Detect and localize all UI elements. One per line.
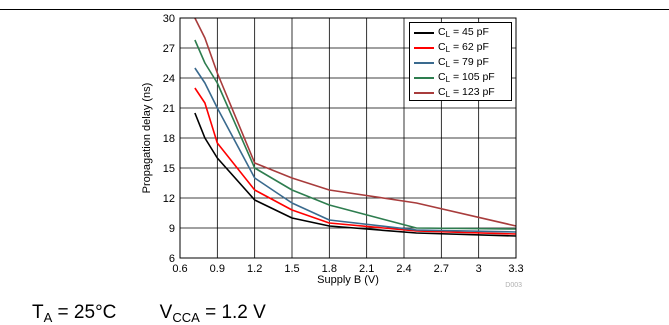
y-tick-label: 30 [163, 13, 175, 25]
y-tick-label: 27 [163, 43, 175, 55]
x-tick-label: 3 [476, 263, 482, 275]
top-rule [0, 9, 669, 10]
y-tick-label: 15 [163, 163, 175, 175]
legend-label: CL = 79 pF [438, 56, 489, 69]
vcca-condition: VCCA = 1.2 V [159, 302, 266, 325]
legend-label: CL = 45 pF [438, 26, 489, 39]
legend-entry-3: CL = 105 pF [414, 70, 511, 85]
series-line-1 [194, 87, 517, 235]
y-tick-label: 9 [169, 223, 175, 235]
legend-swatch [414, 76, 434, 79]
y-tick-label: 21 [163, 103, 175, 115]
plot-frame [179, 17, 517, 259]
legend-label: CL = 105 pF [438, 71, 495, 84]
x-axis-label: Supply B (V) [317, 274, 379, 286]
legend-entry-4: CL = 123 pF [414, 85, 511, 100]
y-axis-label: Propagation delay (ns) [141, 83, 153, 194]
ambient-temperature-condition: TA = 25°C [32, 302, 117, 325]
legend-swatch [414, 46, 434, 49]
series-line-0 [194, 112, 517, 237]
y-tick-label: 18 [163, 133, 175, 145]
figure-id: D003 [505, 282, 522, 289]
legend: CL = 45 pF CL = 62 pF CL = 79 pF CL = 105 p… [409, 22, 512, 101]
legend-swatch [414, 91, 434, 94]
legend-label: CL = 62 pF [438, 41, 489, 54]
legend-entry-2: CL = 79 pF [414, 55, 511, 70]
legend-swatch [414, 61, 434, 64]
legend-entry-0: CL = 45 pF [414, 25, 511, 40]
y-tick-labels: 6 9 12 15 18 21 24 27 30 [163, 13, 175, 265]
legend-entry-1: CL = 62 pF [414, 40, 511, 55]
series-lines [194, 17, 517, 237]
series-line-4 [194, 17, 517, 227]
series-line-3 [194, 39, 517, 230]
x-tick-label: 1.2 [247, 263, 262, 275]
test-conditions: TA = 25°C VCCA = 1.2 V [32, 302, 266, 324]
x-tick-label: 0.9 [210, 263, 225, 275]
legend-swatch [414, 31, 434, 34]
y-tick-label: 12 [163, 193, 175, 205]
y-tick-label: 24 [163, 73, 175, 85]
x-tick-label: 1.8 [322, 263, 337, 275]
x-tick-label: 1.5 [284, 263, 299, 275]
x-tick-label: 2.4 [396, 263, 411, 275]
legend-label: CL = 123 pF [438, 86, 495, 99]
series-line-2 [194, 67, 517, 233]
x-tick-label: 2.7 [434, 263, 449, 275]
x-tick-labels: 0.6 0.9 1.2 1.5 1.8 2.1 2.4 2.7 3 3.3 [172, 263, 523, 275]
x-tick-label: 0.6 [172, 263, 187, 275]
y-tick-label: 6 [169, 253, 175, 265]
x-tick-label: 3.3 [508, 263, 523, 275]
x-tick-label: 2.1 [359, 263, 374, 275]
